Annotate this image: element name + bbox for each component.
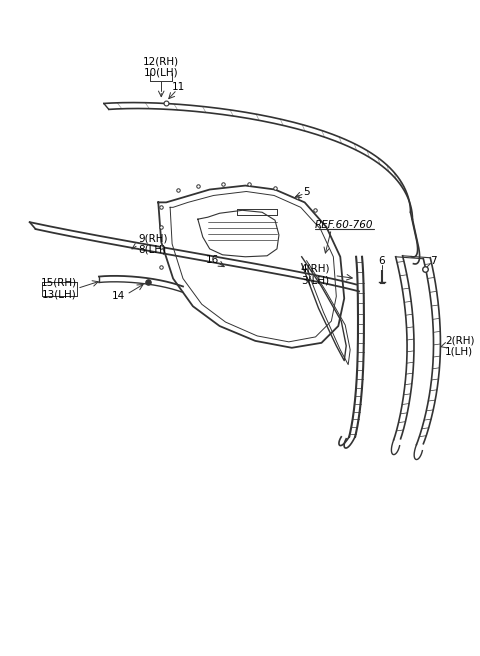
Text: 2(RH)
1(LH): 2(RH) 1(LH) xyxy=(445,335,475,357)
Text: 4(RH)
3(LH): 4(RH) 3(LH) xyxy=(300,264,330,285)
Text: 9(RH)
8(LH): 9(RH) 8(LH) xyxy=(139,233,168,255)
Text: 6: 6 xyxy=(379,256,385,266)
Text: 14: 14 xyxy=(112,291,125,301)
Text: 16: 16 xyxy=(206,255,219,265)
Text: 11: 11 xyxy=(171,81,185,92)
Text: REF.60-760: REF.60-760 xyxy=(315,220,373,230)
Text: 15(RH)
13(LH): 15(RH) 13(LH) xyxy=(41,277,77,299)
Text: 5: 5 xyxy=(303,188,310,197)
Text: 12(RH)
10(LH): 12(RH) 10(LH) xyxy=(143,56,180,77)
Text: 7: 7 xyxy=(430,256,437,266)
